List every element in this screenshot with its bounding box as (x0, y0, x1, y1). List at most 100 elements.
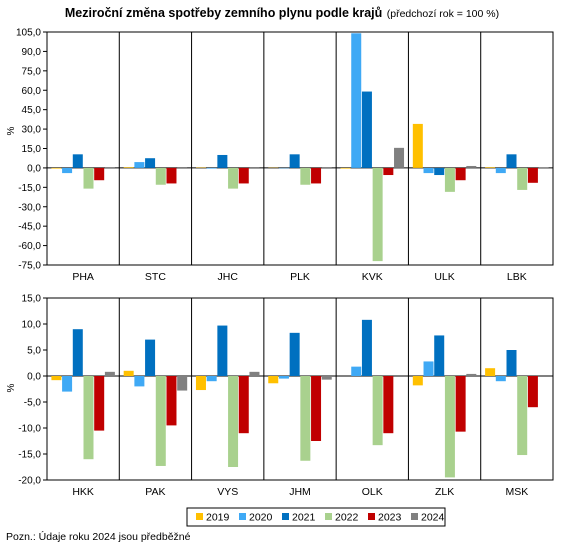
bar-lbk-2022 (517, 167, 528, 190)
bar-ulk-2022 (444, 167, 455, 192)
chart-title: Meziroční změna spotřeby zemního plynu p… (0, 4, 564, 22)
category-label-hkk: HKK (72, 486, 94, 498)
bar-zlk-2019 (412, 376, 423, 386)
bar-jhc-2023 (238, 167, 249, 184)
category-label-ulk: ULK (434, 271, 454, 283)
y-tick-label-top: 60,0 (22, 86, 42, 97)
y-tick-label-top: 45,0 (22, 105, 42, 116)
bar-hkk-2022 (83, 376, 94, 460)
bar-jhc-2021 (217, 154, 228, 168)
chart-title-main: Meziroční změna spotřeby zemního plynu p… (64, 6, 383, 20)
y-tick-label-top: 105,0 (16, 28, 41, 39)
bar-hkk-2021 (72, 329, 83, 376)
bar-ulk-2019 (412, 123, 423, 168)
bar-ulk-2024 (466, 165, 477, 168)
bar-hkk-2020 (62, 376, 73, 392)
y-axis-label-bottom: % (6, 383, 17, 392)
bar-pha-2021 (72, 154, 83, 168)
y-tick-label-top: 30,0 (22, 125, 42, 136)
bar-lbk-2020 (495, 167, 506, 174)
y-tick-label-bottom: -20,0 (18, 476, 41, 487)
category-label-vys: VYS (217, 486, 238, 498)
bar-kvk-2023 (383, 167, 394, 176)
legend-swatch-2023 (368, 513, 375, 520)
category-label-plk: PLK (290, 271, 310, 283)
plot-area-top (46, 31, 554, 266)
footnote: Pozn.: Údaje roku 2024 jsou předběžné (6, 531, 191, 543)
y-tick-label-bottom: 5,0 (27, 346, 41, 357)
bar-hkk-2023 (94, 376, 105, 431)
bar-jhc-2022 (228, 167, 239, 189)
category-label-zlk: ZLK (435, 486, 454, 498)
bar-plk-2021 (289, 154, 300, 168)
y-tick-label-top: -60,0 (18, 241, 41, 252)
y-tick-label-top: 0,0 (27, 163, 41, 174)
bar-vys-2019 (195, 376, 206, 391)
bar-msk-2021 (506, 350, 517, 376)
chart-title-sub: (předchozí rok = 100 %) (386, 8, 500, 20)
bar-jhc-2020 (206, 167, 217, 169)
bar-plk-2022 (300, 167, 311, 185)
bar-ulk-2020 (423, 167, 434, 174)
bar-jhm-2024 (321, 376, 332, 380)
y-tick-label-top: -15,0 (18, 183, 41, 194)
bar-olk-2023 (383, 376, 394, 434)
bar-kvk-2021 (361, 91, 372, 168)
y-tick-label-top: 15,0 (22, 144, 42, 155)
y-tick-label-top: -45,0 (18, 222, 41, 233)
category-label-stc: STC (145, 271, 166, 283)
bar-pha-2023 (94, 167, 105, 181)
bar-msk-2019 (485, 368, 496, 376)
bar-stc-2023 (166, 167, 177, 184)
bar-hkk-2019 (51, 376, 62, 381)
legend-swatch-2024 (411, 513, 418, 520)
bar-zlk-2023 (455, 376, 466, 432)
bar-jhm-2021 (289, 332, 300, 376)
plot-area-bottom (46, 297, 554, 481)
bar-stc-2020 (134, 162, 145, 168)
y-tick-label-top: -30,0 (18, 202, 41, 213)
legend-box (186, 507, 446, 527)
bar-zlk-2022 (444, 376, 455, 478)
bar-plk-2024 (321, 167, 332, 168)
bar-pak-2020 (134, 376, 145, 387)
legend-label-2022: 2022 (335, 512, 359, 524)
bar-lbk-2019 (485, 167, 496, 168)
legend-swatch-2019 (196, 513, 203, 520)
category-label-lbk: LBK (507, 271, 527, 283)
bar-vys-2021 (217, 325, 228, 376)
bar-stc-2022 (155, 167, 166, 185)
bar-ulk-2021 (434, 167, 445, 176)
bar-pak-2019 (123, 370, 134, 376)
legend-swatch-2022 (325, 513, 332, 520)
bar-pak-2022 (155, 376, 166, 466)
bar-kvk-2024 (394, 147, 405, 168)
bar-vys-2022 (228, 376, 239, 467)
bar-msk-2020 (495, 376, 506, 382)
legend-swatch-2020 (239, 513, 246, 520)
bar-plk-2023 (311, 167, 322, 184)
y-tick-label-bottom: 0,0 (27, 372, 41, 383)
bar-kvk-2019 (340, 167, 351, 169)
bar-pha-2022 (83, 167, 94, 189)
legend-label-2019: 2019 (206, 512, 230, 524)
legend-label-2020: 2020 (249, 512, 273, 524)
bar-jhm-2019 (268, 376, 279, 384)
bar-kvk-2020 (351, 33, 362, 168)
y-axis-label-top: % (6, 126, 17, 135)
category-label-jhm: JHM (289, 486, 311, 498)
bar-zlk-2021 (434, 335, 445, 376)
category-label-pak: PAK (145, 486, 165, 498)
bar-stc-2019 (123, 167, 134, 168)
y-tick-label-bottom: -10,0 (18, 424, 41, 435)
bar-olk-2022 (372, 376, 383, 446)
category-label-olk: OLK (362, 486, 383, 498)
bar-lbk-2023 (527, 167, 538, 183)
legend-swatch-2021 (282, 513, 289, 520)
bar-pak-2021 (145, 339, 156, 376)
bar-hkk-2024 (104, 371, 115, 376)
bar-pha-2024 (104, 167, 115, 168)
bar-olk-2020 (351, 366, 362, 376)
bar-zlk-2020 (423, 361, 434, 376)
